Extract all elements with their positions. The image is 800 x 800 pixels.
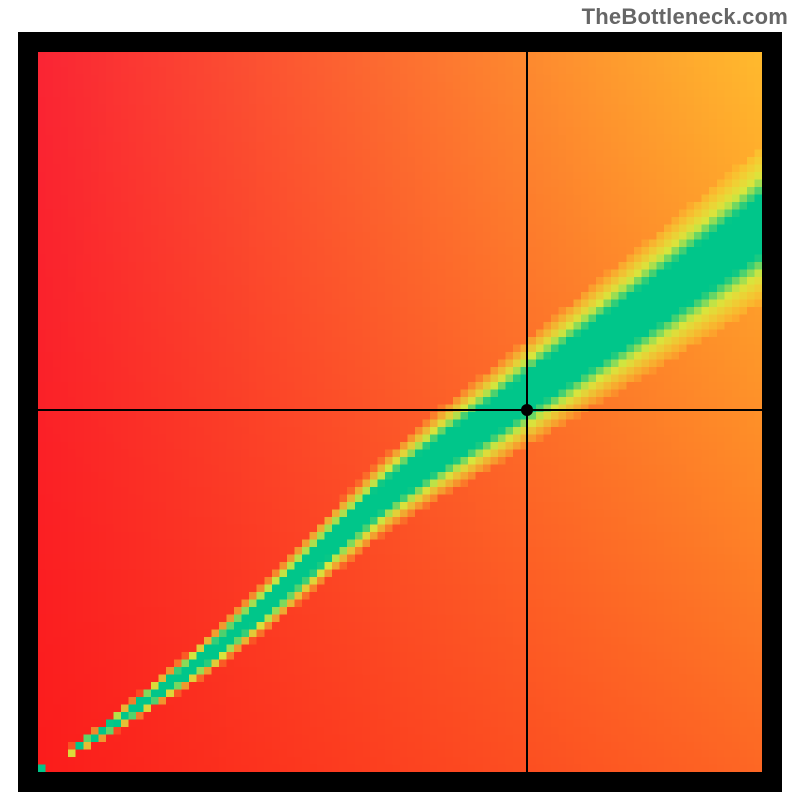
watermark-text: TheBottleneck.com <box>582 4 788 30</box>
bottleneck-heatmap <box>38 52 762 772</box>
chart-container: TheBottleneck.com <box>0 0 800 800</box>
